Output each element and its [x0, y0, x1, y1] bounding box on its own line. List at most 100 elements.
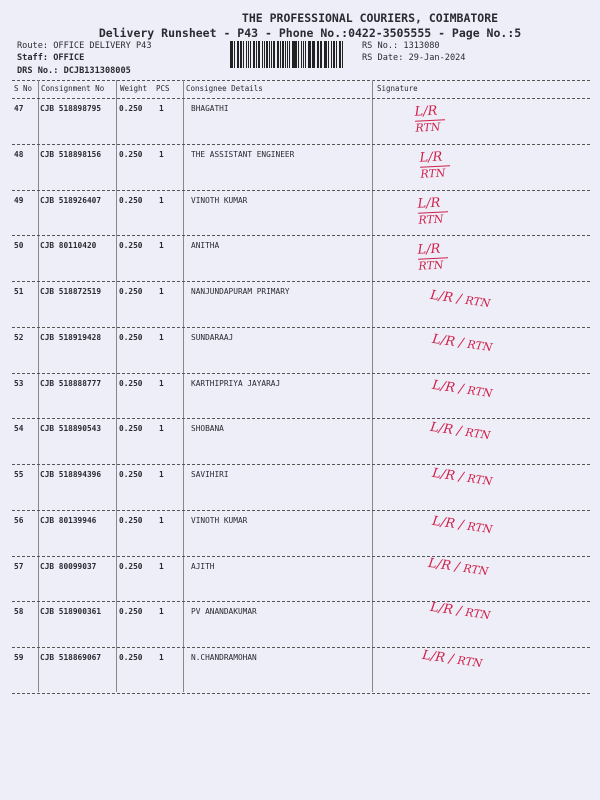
weight: 0.250	[119, 653, 143, 662]
signature-lr: L/R	[417, 195, 441, 212]
barcode-bar	[305, 41, 307, 68]
handwritten-signature: L/R RTN	[417, 241, 449, 273]
pcs: 1	[159, 195, 164, 205]
table-row: 56 CJB 80139946 0.250 1 VINOTH KUMAR	[0, 512, 600, 558]
col-header-consignee: Consignee Details	[186, 84, 263, 93]
signature-lr: L/R	[414, 103, 438, 120]
weight: 0.250	[119, 424, 143, 434]
pcs: 1	[159, 241, 164, 251]
handwritten-signature: L/R RTN	[417, 195, 449, 227]
barcode-bar	[300, 41, 303, 68]
drs-number: DRS No.: DCJB131308005	[17, 66, 131, 76]
weight: 0.250	[119, 241, 143, 251]
row-divider	[12, 555, 590, 557]
row-sno: 47	[14, 104, 24, 113]
barcode-bar	[281, 41, 284, 68]
col-header-weight: Weight	[120, 84, 148, 93]
row-sno: 49	[14, 195, 24, 205]
barcode-bar	[312, 41, 315, 68]
barcode-bar	[265, 41, 268, 68]
rs-number: RS No.: 1313080	[362, 41, 440, 51]
barcode-bar	[291, 41, 294, 68]
col-header-sno: S No	[14, 84, 33, 93]
signature-rtn: RTN	[415, 119, 446, 135]
signature-lr: L/R	[431, 331, 456, 350]
weight: 0.250	[119, 515, 143, 525]
table-row: 58 CJB 518900361 0.250 1 PV ANANDAKUMAR	[0, 603, 600, 649]
signature-lr: L/R	[431, 465, 456, 484]
consignee-name: N.CHANDRAMOHAN	[191, 653, 257, 662]
signature-rtn: RTN	[418, 257, 449, 273]
row-divider	[12, 692, 590, 694]
pcs: 1	[159, 104, 164, 113]
barcode-bar	[279, 41, 281, 68]
consignment-number: CJB 518872519	[40, 287, 102, 296]
barcode-bar	[230, 41, 232, 68]
signature-lr: L/R	[431, 513, 456, 532]
row-divider	[12, 143, 590, 145]
barcode-bar	[232, 41, 234, 68]
table-row: 52 CJB 518919428 0.250 1 SUNDARAAJ	[0, 329, 600, 375]
consignee-name: NANJUNDAPURAM PRIMARY	[191, 287, 290, 296]
column-rule	[38, 80, 39, 692]
barcode-bar	[257, 41, 261, 68]
barcode-bar	[243, 41, 245, 68]
signature-rtn: RTN	[464, 605, 492, 623]
consignee-name: BHAGATHI	[191, 104, 229, 113]
barcode-bar	[253, 41, 256, 68]
pcs: 1	[159, 515, 164, 525]
barcode-bar	[325, 41, 328, 68]
consignment-number: CJB 518869067	[40, 653, 102, 662]
handwritten-signature: L/R RTN	[414, 103, 446, 135]
barcode-bar	[262, 41, 264, 68]
consignee-name: PV ANANDAKUMAR	[191, 607, 257, 617]
barcode-bar	[336, 41, 338, 68]
consignee-name: SAVIHIRI	[191, 470, 229, 479]
barcode-bar	[310, 41, 312, 68]
table-row: 59 CJB 518869067 0.250 1 N.CHANDRAMOHAN	[0, 649, 600, 695]
pcs: 1	[159, 470, 164, 479]
signature-lr: L/R	[431, 377, 456, 396]
consignment-number: CJB 518919428	[40, 332, 102, 342]
row-sno: 51	[14, 287, 24, 296]
barcode-bar	[316, 41, 318, 68]
row-divider	[12, 189, 590, 191]
table-row: 51 CJB 518872519 0.250 1 NANJUNDAPURAM PRIMA…	[0, 283, 600, 329]
signature-lr: L/R	[417, 241, 441, 258]
barcode-bar	[341, 41, 343, 68]
row-sno: 57	[14, 561, 24, 571]
pcs: 1	[159, 653, 164, 662]
consignment-number: CJB 80139946	[40, 515, 97, 525]
barcode-bar	[298, 41, 299, 68]
barcode-bar	[323, 41, 325, 68]
signature-rtn: RTN	[418, 211, 449, 227]
consignment-number: CJB 518898156	[40, 149, 102, 159]
signature-lr: L/R	[421, 647, 446, 666]
barcode-bar	[247, 41, 249, 68]
consignment-number: CJB 518926407	[40, 195, 102, 205]
row-sno: 55	[14, 470, 24, 479]
column-rule	[372, 80, 373, 692]
consignee-name: KARTHIPRIYA JAYARAJ	[191, 378, 281, 388]
consignment-number: CJB 518888777	[40, 378, 102, 388]
signature-rtn: RTN	[466, 471, 494, 489]
route-label: Route: OFFICE DELIVERY P43	[17, 41, 152, 51]
barcode-bar	[307, 41, 310, 68]
pcs: 1	[159, 332, 164, 342]
signature-rtn: RTN	[466, 383, 494, 401]
consignee-name: AJITH	[191, 561, 215, 571]
barcode-bar	[318, 41, 320, 68]
weight: 0.250	[119, 149, 143, 159]
row-divider	[12, 98, 590, 99]
weight: 0.250	[119, 607, 143, 617]
table-row: 55 CJB 518894396 0.250 1 SAVIHIRI	[0, 466, 600, 512]
divider	[12, 80, 590, 81]
row-divider	[12, 464, 590, 465]
pcs: 1	[159, 607, 164, 617]
barcode-bar	[320, 41, 323, 68]
consignment-number: CJB 518900361	[40, 607, 102, 617]
barcode	[230, 41, 346, 68]
barcode-bar	[263, 41, 265, 68]
signature-rtn: RTN	[420, 165, 451, 181]
signature-lr: L/R	[429, 599, 454, 618]
